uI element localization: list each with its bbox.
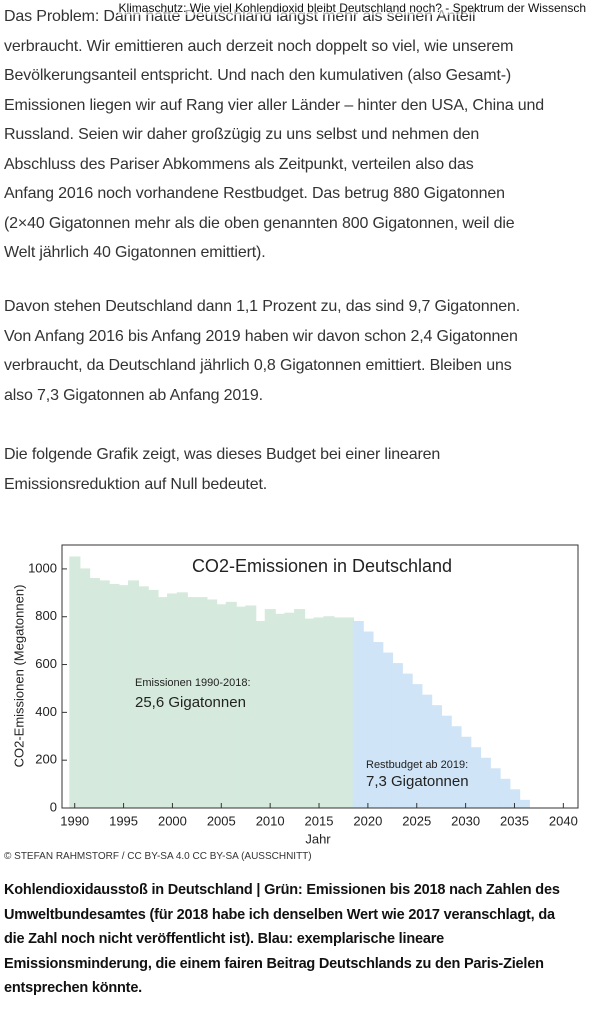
bar <box>98 580 110 809</box>
caption-line: Kohlendioxidausstoß in Deutschland | Grü… <box>4 882 560 898</box>
y-tick-label: 0 <box>50 799 57 814</box>
figure-caption: Kohlendioxidausstoß in Deutschland | Grü… <box>4 878 560 1001</box>
text-line: Die folgende Grafik zeigt, was dieses Bu… <box>4 446 441 463</box>
text-line: verbraucht. Wir emittieren auch derzeit … <box>4 37 514 55</box>
bar <box>313 617 325 809</box>
text-line: (2×40 Gigatonnen mehr als die oben genan… <box>4 214 515 232</box>
bar <box>69 556 81 809</box>
image-credit: © STEFAN RAHMSTORF / CC BY-SA 4.0 CC BY-… <box>4 851 312 862</box>
text-line: verbraucht, da Deutschland jährlich 0,8 … <box>4 357 512 374</box>
caption-line: Umweltbundesamtes (für 2018 habe ich den… <box>4 906 555 923</box>
x-tick-label: 2010 <box>256 813 285 828</box>
annotation: Emissionen 1990-2018: <box>135 677 251 689</box>
plot-frame <box>61 544 579 809</box>
text-line: Davon stehen Deutschland dann 1,1 Prozen… <box>4 298 521 315</box>
bar <box>470 747 482 809</box>
bar <box>274 613 286 809</box>
caption-line: die Zahl noch nicht veröffentlicht ist).… <box>4 931 445 947</box>
y-tick-label: 600 <box>35 656 57 671</box>
x-tick-label: 1990 <box>60 813 89 828</box>
page-header: Klimaschutz: Wie viel Kohlendioxid bleib… <box>118 1 586 15</box>
bar <box>333 617 345 809</box>
x-tick-label: 2020 <box>353 813 382 828</box>
bar <box>264 609 276 809</box>
bar <box>518 799 530 809</box>
x-tick-label: 2000 <box>158 813 187 828</box>
paragraph: Das Problem: Dann hätte Deutschland läng… <box>4 2 544 268</box>
bar <box>499 778 511 809</box>
y-tick-label: 1000 <box>28 560 57 575</box>
bar <box>421 694 433 809</box>
bar <box>255 621 267 809</box>
bar <box>430 705 442 809</box>
text-line: Anfang 2016 noch vorhandene Restbudget. … <box>4 185 505 202</box>
x-tick-label: 2025 <box>402 813 431 828</box>
y-tick-label: 800 <box>35 608 57 623</box>
x-tick-label: 2040 <box>549 813 578 828</box>
bar <box>284 612 296 809</box>
caption-line: Emissionsminderung, die einem fairen Bei… <box>4 955 544 972</box>
bar <box>303 618 315 809</box>
paragraph: Davon stehen Deutschland dann 1,1 Prozen… <box>4 292 520 410</box>
text-line: Welt jährlich 40 Gigatonnen emittiert). <box>4 244 266 261</box>
bar <box>88 577 100 809</box>
x-tick-label: 2030 <box>451 813 480 828</box>
bar <box>323 616 335 809</box>
annotation: 7,3 Gigatonnen <box>366 773 469 790</box>
bar <box>294 609 306 809</box>
y-tick-label: 400 <box>35 704 57 719</box>
x-tick-label: 2015 <box>305 813 334 828</box>
annotation: 25,6 Gigatonnen <box>135 694 246 711</box>
chart-title: CO2-Emissionen in Deutschland <box>192 556 452 576</box>
bar <box>108 583 120 809</box>
text-line: Emissionsreduktion auf Null bedeutet. <box>4 475 268 493</box>
text-line: also 7,3 Gigatonnen ab Anfang 2019. <box>4 386 263 404</box>
text-line: Russland. Seien wir daher großzügig zu u… <box>4 126 480 143</box>
text-line: Abschluss des Pariser Abkommens als Zeit… <box>4 155 474 173</box>
x-axis-label: Jahr <box>305 831 331 846</box>
text-line: Bevölkerungsanteil entspricht. Und nach … <box>4 67 512 84</box>
chart: 0 200 400 600 800 1000 1990 1995 2000 2005 2010 201… <box>11 544 579 846</box>
x-tick-label: 2035 <box>500 813 529 828</box>
bar <box>489 768 501 809</box>
bar <box>118 585 130 809</box>
bar <box>342 617 355 809</box>
bar <box>245 605 257 809</box>
caption-line: entsprechen könnte. <box>4 980 143 996</box>
annotation: Restbudget ab 2019: <box>366 759 468 771</box>
bar <box>79 568 91 809</box>
x-tick-label: 1995 <box>109 813 138 828</box>
bar <box>352 621 364 809</box>
text-line: Von Anfang 2016 bis Anfang 2019 haben wi… <box>4 327 518 345</box>
paragraph: Die folgende Grafik zeigt, was dieses Bu… <box>4 440 440 499</box>
y-axis-label: CO2-Emissionen (Megatonnen) <box>11 585 26 768</box>
text-line: Emissionen liegen wir auf Rang vier alle… <box>4 96 545 114</box>
x-tick-label: 2005 <box>207 813 236 828</box>
bar <box>479 757 491 809</box>
y-tick-label: 200 <box>35 752 57 767</box>
